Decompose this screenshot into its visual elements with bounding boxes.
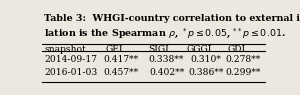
Text: 0.417**: 0.417**: [103, 55, 139, 64]
Text: 0.299**: 0.299**: [226, 68, 261, 77]
Text: 0.386**: 0.386**: [188, 68, 224, 77]
Text: 0.338**: 0.338**: [149, 55, 184, 64]
Text: 2016-01-03: 2016-01-03: [44, 68, 98, 77]
Text: 0.402**: 0.402**: [149, 68, 184, 77]
Text: GEI: GEI: [106, 45, 123, 54]
Text: 0.310*: 0.310*: [190, 55, 221, 64]
Text: snapshot: snapshot: [44, 45, 86, 54]
Text: 2014-09-17: 2014-09-17: [44, 55, 98, 64]
Text: Table 3:  WHGI-country correlation to external indices. Corre-: Table 3: WHGI-country correlation to ext…: [44, 14, 300, 23]
Text: GGGI: GGGI: [186, 45, 212, 54]
Text: lation is the Spearman $\rho$, $^*p \leq 0.05$, $^{**}p \leq 0.01$.: lation is the Spearman $\rho$, $^*p \leq…: [44, 27, 286, 40]
Text: 0.457**: 0.457**: [103, 68, 139, 77]
Text: GDI: GDI: [227, 45, 245, 54]
Text: SIGI: SIGI: [148, 45, 169, 54]
Text: 0.278**: 0.278**: [226, 55, 261, 64]
